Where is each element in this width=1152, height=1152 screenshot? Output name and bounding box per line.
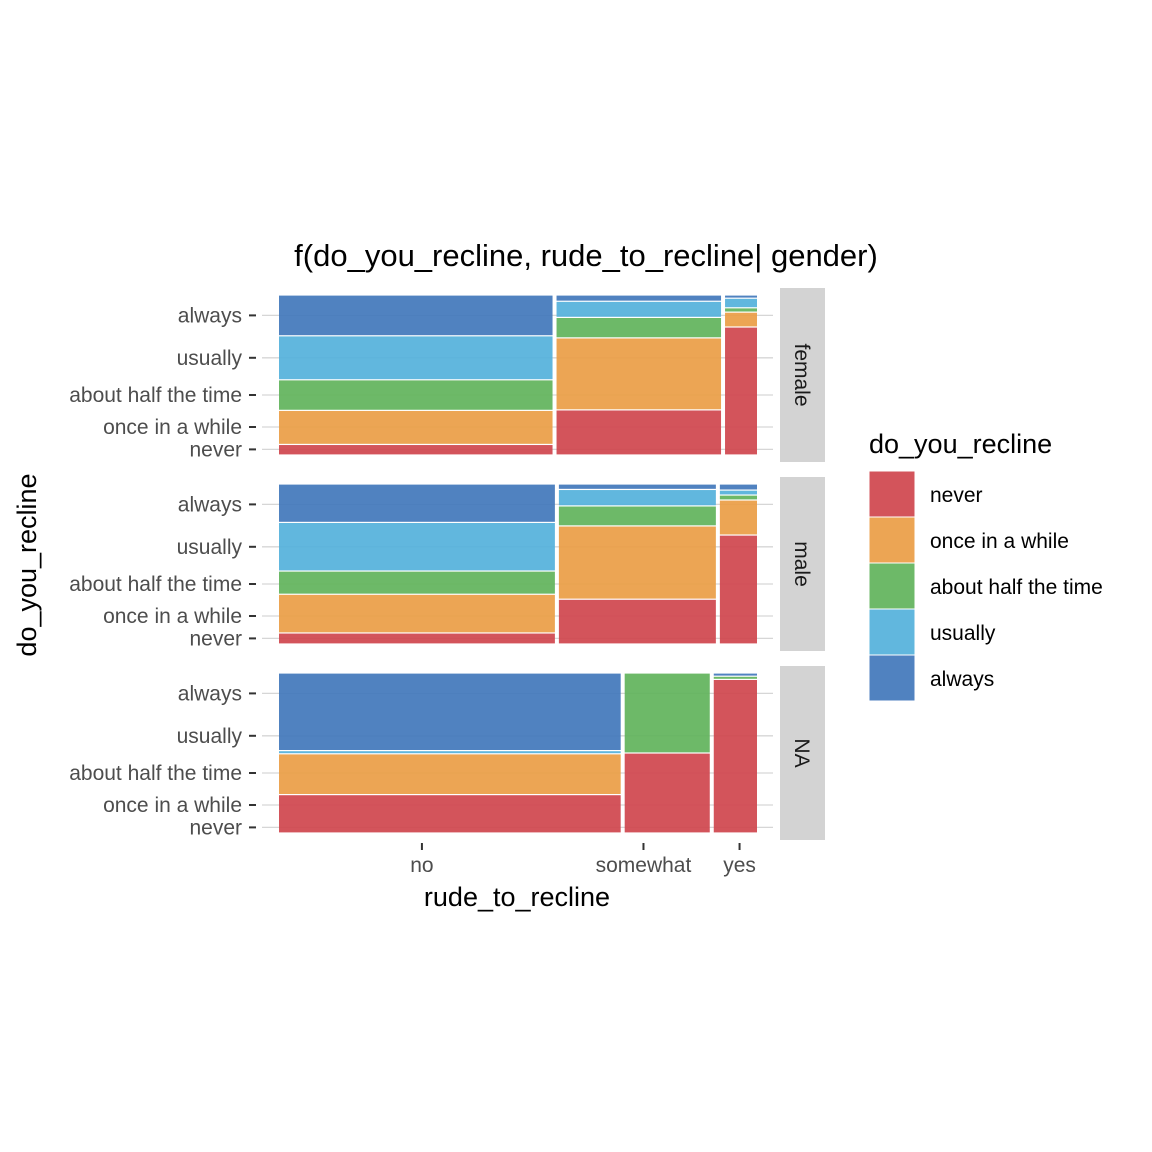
x-axis: no somewhat yes [410, 843, 756, 877]
tile-male-somewhat-usually [558, 490, 716, 506]
legend-label: always [930, 668, 994, 691]
tile-female-no-never [279, 445, 553, 455]
facet-strip-label: female [790, 343, 813, 406]
tile-female-somewhat-always [556, 295, 722, 301]
tile-female-somewhat-about-half-the-time [556, 318, 722, 338]
y-tick-label: never [189, 627, 242, 650]
tile-female-no-usually [279, 336, 553, 380]
x-axis-label: rude_to_recline [424, 882, 610, 912]
facet-strip [780, 666, 825, 840]
legend-label: once in a while [930, 530, 1069, 553]
tile-na-no-usually [279, 751, 621, 754]
y-axis-label: do_you_recline [12, 473, 42, 656]
tile-male-no-always [279, 484, 555, 522]
y-tick-label: always [178, 493, 242, 516]
tile-male-somewhat-always [558, 484, 716, 489]
legend-label: usually [930, 622, 996, 645]
tile-male-yes-usually [719, 490, 757, 495]
y-tick-label: about half the time [69, 573, 242, 596]
legend-label: never [930, 484, 983, 507]
tile-male-no-never [279, 633, 555, 644]
legend-key-about-half-the-time [868, 562, 916, 610]
y-tick-label: once in a while [103, 416, 242, 439]
legend-key-once-in-a-while [868, 516, 916, 564]
tile-na-somewhat-about-half-the-time [624, 673, 710, 753]
legend-key-never [868, 470, 916, 518]
tile-male-yes-about-half-the-time [719, 495, 757, 500]
tile-male-yes-once-in-a-while [719, 500, 757, 535]
chart-title: f(do_you_recline, rude_to_recline| gende… [294, 238, 878, 273]
facet-strip-label: male [790, 541, 813, 587]
tile-male-somewhat-never [558, 599, 716, 644]
tile-na-no-always [279, 673, 621, 750]
tile-female-somewhat-never [556, 410, 722, 455]
y-tick-label: about half the time [69, 384, 242, 407]
tile-male-somewhat-about-half-the-time [558, 506, 716, 526]
y-tick-label: always [178, 682, 242, 705]
legend-title: do_you_recline [869, 429, 1052, 459]
legend-key-usually [868, 608, 916, 656]
y-tick-label: usually [177, 347, 243, 370]
tile-na-no-never [279, 795, 621, 833]
legend-key-always [868, 654, 916, 702]
tile-female-yes-about-half-the-time [725, 308, 757, 312]
tile-na-somewhat-never [624, 753, 710, 833]
facet-strip-label: NA [790, 738, 813, 767]
tile-na-no-once-in-a-while [279, 754, 621, 794]
y-tick-label: always [178, 304, 242, 327]
legend-label: about half the time [930, 576, 1103, 599]
x-tick-label: no [410, 854, 433, 877]
tile-male-no-once-in-a-while [279, 594, 555, 633]
tile-female-no-about-half-the-time [279, 380, 553, 410]
facet-strip [780, 477, 825, 651]
tile-male-no-about-half-the-time [279, 571, 555, 594]
tile-female-yes-once-in-a-while [725, 312, 757, 327]
tile-female-yes-always [725, 295, 757, 298]
tile-male-somewhat-once-in-a-while [558, 526, 716, 599]
y-tick-label: once in a while [103, 794, 242, 817]
tile-na-yes-always [713, 673, 757, 676]
y-tick-label: usually [177, 725, 243, 748]
facet-strip [780, 288, 825, 462]
tile-female-yes-usually [725, 298, 757, 308]
tile-na-yes-never [713, 680, 757, 833]
tile-male-no-usually [279, 523, 555, 571]
y-tick-label: usually [177, 536, 243, 559]
tile-male-yes-always [719, 484, 757, 490]
x-tick-label: yes [723, 854, 756, 877]
tile-female-yes-never [725, 327, 757, 455]
tile-female-somewhat-once-in-a-while [556, 338, 722, 410]
y-tick-label: once in a while [103, 605, 242, 628]
tile-female-no-always [279, 295, 553, 336]
y-tick-label: never [189, 816, 242, 839]
tile-female-no-once-in-a-while [279, 410, 553, 444]
y-tick-label: about half the time [69, 762, 242, 785]
tile-female-somewhat-usually [556, 301, 722, 317]
tile-male-yes-never [719, 535, 757, 644]
y-tick-label: never [189, 438, 242, 461]
x-tick-label: somewhat [596, 854, 692, 877]
tile-na-yes-about-half-the-time [713, 676, 757, 679]
